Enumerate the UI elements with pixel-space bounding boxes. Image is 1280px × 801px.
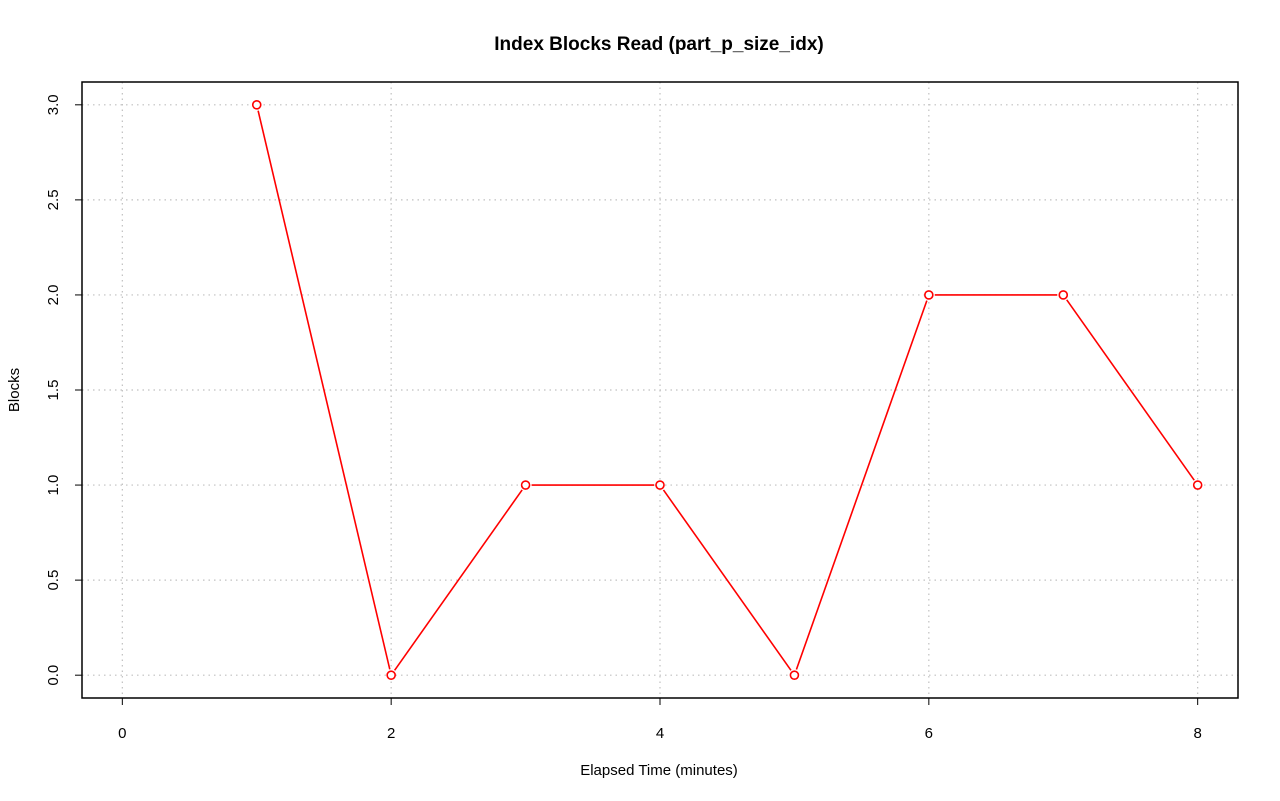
data-point [924,290,934,300]
data-point [520,480,531,490]
x-axis: 0 2 4 6 8 [118,697,1202,742]
data-point [1058,290,1069,300]
data-point [1192,480,1203,490]
y-axis: 0.0 0.5 1.0 1.5 2.0 2.5 3.0 [45,94,83,686]
y-tick-label: 0.0 [45,665,62,686]
x-axis-label: Elapsed Time (minutes) [580,762,738,779]
series-layer [251,100,1203,680]
chart-title: Index Blocks Read (part_p_size_idx) [494,34,823,55]
y-tick-label: 3.0 [45,94,62,115]
data-point [251,100,262,110]
x-tick-label: 4 [656,725,664,742]
series-line-segment [795,300,928,670]
y-tick-label: 2.5 [45,189,62,210]
series-line-segment [393,489,523,671]
data-point [386,670,396,680]
x-tick-label: 0 [118,725,126,742]
x-tick-label: 2 [387,725,395,742]
series-line-segment [1066,299,1195,481]
data-point [789,670,800,680]
y-axis-label: Blocks [6,368,23,412]
series-line-segment [662,489,792,671]
y-tick-label: 1.0 [45,475,62,496]
y-tick-label: 0.5 [45,570,62,591]
x-tick-label: 6 [925,725,933,742]
data-point [655,480,665,490]
series-line-segment [257,110,391,670]
y-tick-label: 1.5 [45,380,62,401]
x-tick-label: 8 [1194,725,1202,742]
y-tick-label: 2.0 [45,285,62,306]
grid-lines [82,82,1238,698]
